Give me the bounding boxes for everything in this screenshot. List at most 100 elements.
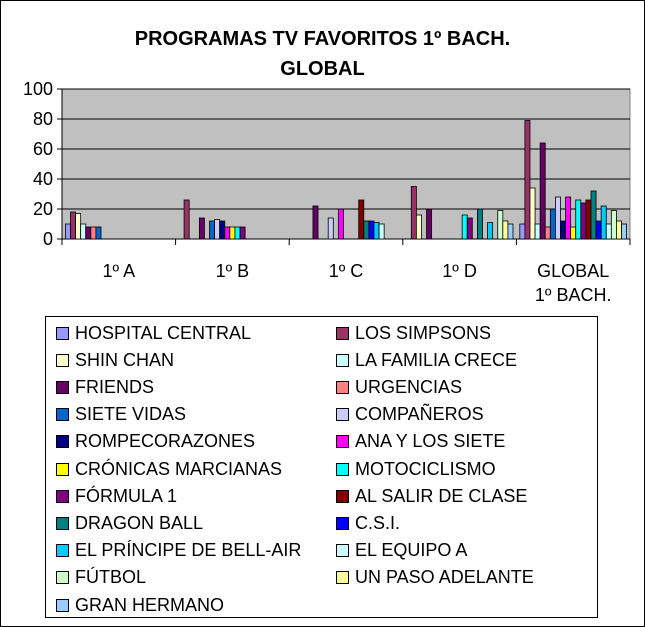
legend-label: LOS SIMPSONS (355, 322, 492, 343)
bar (595, 220, 602, 240)
legend-item: CRÓNICAS MARCIANAS (56, 457, 282, 481)
legend-item: URGENCIAS (336, 375, 462, 399)
bar (575, 199, 582, 240)
bar (214, 219, 221, 240)
legend-label: UN PASO ADELANTE (355, 567, 534, 588)
bar (373, 222, 380, 240)
bar (534, 223, 541, 240)
bar (198, 217, 205, 240)
bar (600, 205, 607, 240)
bar (224, 226, 231, 240)
legend-item: EL PRÍNCIPE DE BELL-AIR (56, 539, 301, 563)
legend-label: EL PRÍNCIPE DE BELL-AIR (75, 540, 302, 561)
legend-item: SIETE VIDAS (56, 403, 186, 427)
legend-item: FÚTBOL (56, 566, 146, 590)
y-tick-label: 60 (33, 139, 53, 159)
legend-swatch (56, 462, 69, 476)
bar (358, 199, 365, 240)
bar (585, 199, 592, 240)
chart-legend: HOSPITAL CENTRAL LOS SIMPSONS SHIN CHAN LA … (45, 316, 598, 618)
bar (502, 220, 509, 240)
bar (544, 226, 551, 240)
bar (570, 226, 577, 240)
bar-chart: 0 20 40 60 80 100 1º A 1º B 1º C 1º D GLOBAL 1º BAC… (23, 79, 631, 305)
legend-swatch (336, 435, 349, 449)
bar (549, 208, 556, 240)
legend-swatch (56, 544, 69, 558)
bar (610, 210, 617, 240)
legend-swatch (336, 489, 349, 503)
bar (524, 120, 531, 240)
bar (65, 223, 71, 240)
bar (461, 214, 468, 240)
legend-label: MOTOCICLISMO (355, 458, 496, 479)
legend-item: GRAN HERMANO (56, 593, 224, 617)
legend-label: EL EQUIPO A (355, 540, 468, 561)
legend-item: MOTOCICLISMO (336, 457, 496, 481)
bar (580, 202, 587, 240)
legend-label: ROMPECORAZONES (75, 431, 256, 452)
chart-title-line-2: GLOBAL (280, 58, 365, 80)
legend-label: SIETE VIDAS (75, 404, 187, 425)
legend-label: AL SALIR DE CLASE (355, 485, 528, 506)
y-tick-label: 100 (23, 79, 53, 99)
legend-label: COMPAÑEROS (355, 404, 484, 425)
bar (183, 199, 190, 240)
legend-swatch (336, 326, 349, 340)
legend-label: FRIENDS (75, 376, 155, 397)
legend-swatch (56, 598, 69, 612)
bar (529, 187, 536, 240)
legend-label: HOSPITAL CENTRAL (75, 322, 252, 343)
bar (85, 226, 92, 240)
bar (555, 196, 561, 240)
legend-item: SHIN CHAN (56, 348, 174, 372)
legend-item: C.S.I. (336, 511, 400, 535)
legend-label: URGENCIAS (355, 376, 463, 397)
bar (466, 217, 473, 240)
legend-swatch (336, 408, 349, 422)
x-tick-label: 1º C (329, 261, 364, 281)
legend-swatch (336, 544, 349, 558)
bar (75, 213, 82, 240)
bar (519, 223, 526, 240)
bar (219, 220, 226, 240)
bar (239, 226, 246, 240)
legend-swatch (56, 489, 69, 503)
legend-swatch (56, 408, 69, 422)
legend-label: SHIN CHAN (75, 349, 175, 370)
legend-item: HOSPITAL CENTRAL (56, 321, 251, 345)
bar (229, 226, 236, 240)
bar (209, 220, 216, 240)
bar (368, 220, 375, 240)
bar (337, 208, 344, 240)
bar (363, 220, 370, 240)
bar (565, 196, 572, 240)
bar (590, 190, 597, 240)
legend-label: FÚTBOL (75, 567, 147, 588)
legend-label: LA FAMILIA CRECE (355, 349, 518, 370)
legend-item: AL SALIR DE CLASE (336, 484, 527, 508)
y-tick-label: 0 (43, 229, 53, 249)
x-tick-label: GLOBAL (537, 261, 609, 281)
bar (426, 208, 433, 240)
x-tick-label: 1º D (442, 261, 477, 281)
legend-swatch (56, 571, 69, 585)
legend-item: FÓRMULA 1 (56, 484, 177, 508)
legend-swatch (336, 516, 349, 530)
legend-swatch (336, 353, 349, 367)
legend-label: ANA Y LOS SIETE (355, 431, 506, 452)
legend-swatch (336, 462, 349, 476)
y-tick-label: 80 (33, 109, 53, 129)
legend-item: LOS SIMPSONS (336, 321, 491, 345)
bar (415, 214, 422, 240)
legend-swatch (56, 380, 69, 394)
legend-label: C.S.I. (355, 512, 401, 533)
bar (234, 226, 241, 240)
legend-item: UN PASO ADELANTE (336, 566, 534, 590)
legend-item: DRAGON BALL (56, 511, 203, 535)
legend-swatch (56, 326, 69, 340)
bar (616, 220, 622, 240)
bar (497, 210, 504, 240)
chart-title-line-1: PROGRAMAS TV FAVORITOS 1º BACH. (134, 28, 511, 50)
legend-item: EL EQUIPO A (336, 539, 467, 563)
